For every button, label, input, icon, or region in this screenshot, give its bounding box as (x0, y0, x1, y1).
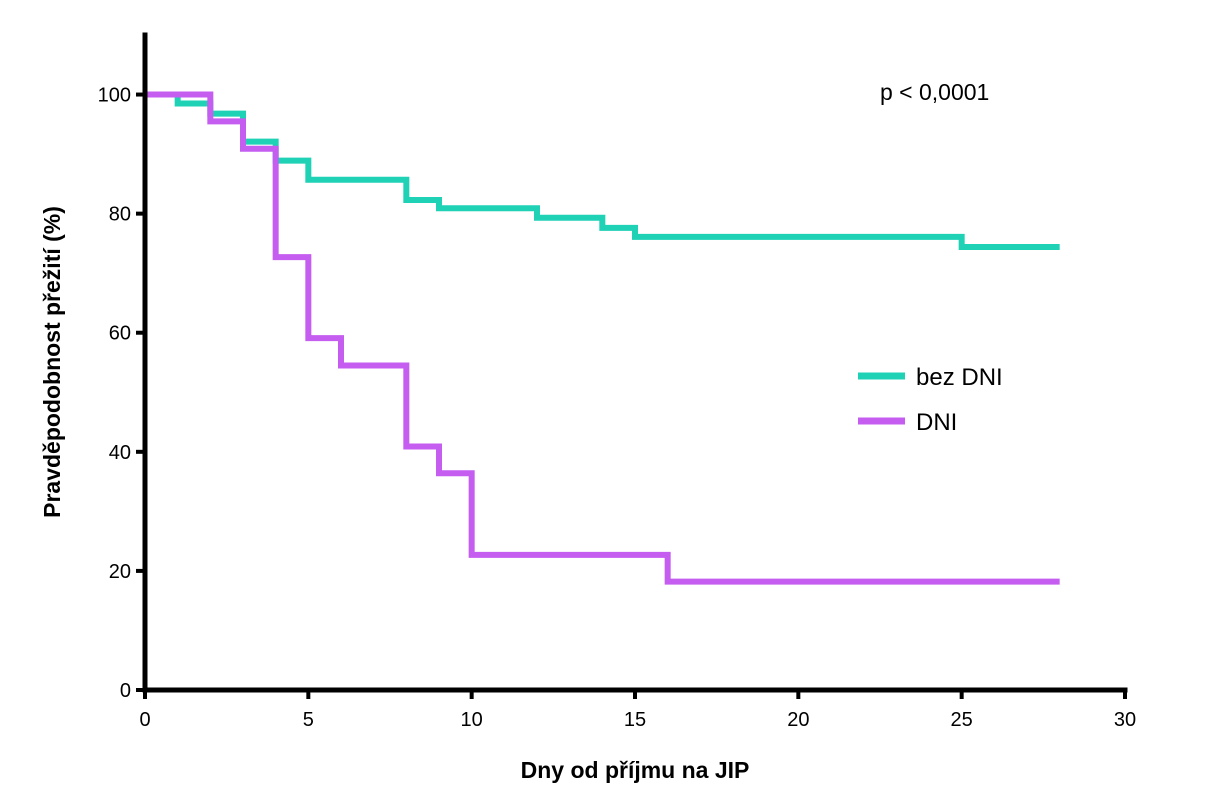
p-value-annotation: p < 0,0001 (880, 79, 989, 105)
legend: bez DNI DNI (858, 364, 1003, 436)
y-tick-label: 80 (109, 204, 131, 226)
x-tick-label: 30 (1114, 709, 1136, 731)
y-axis-title: Pravděpodobnost přežití (%) (39, 206, 65, 518)
axes (142, 32, 1128, 693)
x-tick-label: 25 (951, 709, 973, 731)
x-tick-label: 0 (139, 709, 150, 731)
legend-label-dni: DNI (916, 409, 957, 436)
series-line-dni (145, 91, 1060, 585)
x-tick-label: 5 (303, 709, 314, 731)
y-tick-label: 0 (120, 680, 131, 702)
x-tick-label: 15 (624, 709, 646, 731)
series-group (145, 91, 1060, 585)
legend-label-bez-dni: bez DNI (916, 364, 1003, 391)
y-tick-label: 20 (109, 561, 131, 583)
y-tick-label: 60 (109, 323, 131, 345)
series-line-bez-dni (145, 91, 1060, 250)
y-tick-label: 40 (109, 442, 131, 464)
x-axis-title: Dny od příjmu na JIP (521, 757, 750, 783)
ticks: 0 5 10 15 20 25 30 0 20 40 60 80 100 (98, 85, 1137, 731)
x-tick-label: 20 (787, 709, 809, 731)
y-tick-label: 100 (98, 85, 131, 107)
x-tick-label: 10 (461, 709, 483, 731)
